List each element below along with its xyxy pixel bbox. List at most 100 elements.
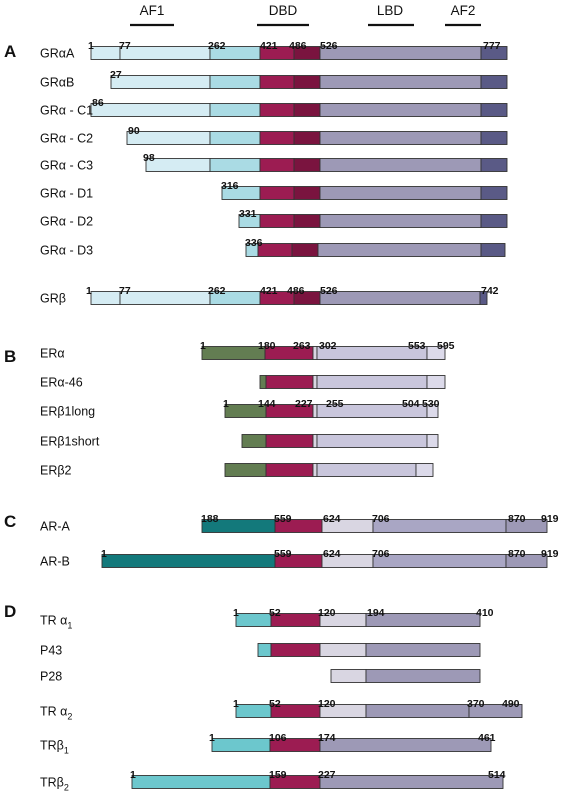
domain-segment: [319, 158, 482, 172]
isoform-label: GRα - D3: [40, 244, 93, 258]
protein-bar-2-1: [101, 554, 548, 568]
domain-segment: [257, 243, 293, 257]
residue-number: 461: [478, 732, 496, 744]
residue-number: 227: [295, 398, 313, 410]
domain-segment: [480, 243, 506, 257]
residue-number: 52: [269, 607, 281, 619]
residue-number: 706: [372, 513, 390, 525]
domain-segment: [131, 775, 271, 789]
residue-number: 263: [293, 340, 311, 352]
domain-segment: [319, 643, 367, 657]
isoform-label: GRα - D2: [40, 215, 93, 229]
domain-segment: [505, 519, 548, 533]
residue-number: 777: [483, 40, 501, 52]
domain-segment: [319, 738, 492, 752]
residue-number: 410: [476, 607, 494, 619]
domain-segment: [293, 75, 321, 89]
domain-segment: [317, 243, 482, 257]
isoform-label: ERα: [40, 347, 65, 361]
domain-segment: [259, 375, 267, 389]
domain-segment: [265, 463, 314, 477]
residue-number: 331: [239, 208, 257, 220]
domain-segment: [259, 158, 295, 172]
residue-number: 120: [318, 607, 336, 619]
domain-segment: [480, 103, 508, 117]
isoform-label: TR α2: [40, 705, 72, 722]
residue-number: 336: [245, 237, 263, 249]
domain-segment: [319, 131, 482, 145]
isoform-label: GRα - C2: [40, 132, 93, 146]
residue-number: 559: [274, 548, 292, 560]
domain-segment: [505, 554, 548, 568]
isoform-label: GRα - C1: [40, 104, 93, 118]
residue-number: 188: [201, 513, 219, 525]
residue-number: 316: [221, 180, 239, 192]
residue-number: 919: [541, 513, 559, 525]
domain-segment: [319, 186, 482, 200]
domain-segment: [330, 669, 367, 683]
isoform-label: AR-B: [40, 555, 70, 569]
residue-number: 370: [467, 698, 485, 710]
residue-number: 624: [323, 513, 341, 525]
domain-segment: [426, 375, 446, 389]
domain-segment: [259, 186, 295, 200]
residue-number: 174: [318, 732, 336, 744]
isoform-label: GRαB: [40, 76, 74, 90]
isoform-label: ERβ1long: [40, 405, 95, 419]
residue-number: 1: [233, 607, 239, 619]
domain-segment: [259, 214, 295, 228]
domain-segment: [312, 404, 318, 418]
domain-segment: [257, 643, 272, 657]
residue-number: 262: [208, 285, 226, 297]
domain-segment: [209, 158, 261, 172]
column-header-af2: AF2: [451, 3, 476, 18]
domain-segment: [480, 158, 508, 172]
residue-number: 1: [130, 769, 136, 781]
domain-segment: [319, 775, 504, 789]
residue-number: 504: [402, 398, 420, 410]
residue-number: 870: [508, 548, 526, 560]
domain-segment: [365, 669, 481, 683]
residue-number: 106: [269, 732, 287, 744]
residue-number: 421: [260, 40, 278, 52]
domain-segment: [319, 214, 482, 228]
residue-number: 530: [422, 398, 440, 410]
protein-bar-0-0: [90, 46, 508, 60]
protein-bar-0-7: [245, 243, 506, 257]
isoform-label: GRα - D1: [40, 187, 93, 201]
domain-segment: [319, 46, 482, 60]
domain-segment: [426, 346, 446, 360]
domain-segment: [372, 519, 507, 533]
protein-bar-1-1: [259, 375, 446, 389]
domain-segment: [90, 291, 121, 305]
residue-number: 1: [88, 40, 94, 52]
domain-segment: [90, 103, 211, 117]
residue-number: 514: [488, 769, 506, 781]
residue-number: 490: [502, 698, 520, 710]
residue-number: 120: [318, 698, 336, 710]
protein-bar-1-4: [224, 463, 434, 477]
residue-number: 52: [269, 698, 281, 710]
column-header-lbd: LBD: [377, 3, 404, 18]
domain-segment: [365, 643, 481, 657]
residue-number: 194: [367, 607, 385, 619]
residue-number: 559: [274, 513, 292, 525]
residue-number: 1: [233, 698, 239, 710]
residue-number: 870: [508, 513, 526, 525]
domain-segment: [415, 463, 434, 477]
protein-bar-3-5: [131, 775, 504, 789]
section-letter-b: B: [4, 347, 16, 366]
residue-number: 624: [323, 548, 341, 560]
domain-segment: [235, 613, 272, 627]
domain-segment: [241, 434, 267, 448]
domain-segment: [201, 346, 266, 360]
domain-segment: [101, 554, 276, 568]
domain-segment: [209, 131, 261, 145]
domain-segment: [145, 158, 211, 172]
domain-segment: [480, 214, 508, 228]
protein-bar-0-3: [126, 131, 508, 145]
section-letter-d: D: [4, 602, 16, 621]
domain-segment: [312, 434, 318, 448]
residue-number: 742: [481, 285, 499, 297]
